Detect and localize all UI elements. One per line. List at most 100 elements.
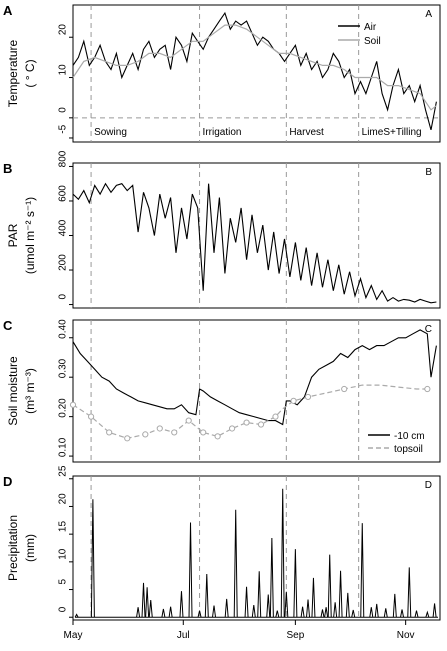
series-marker — [290, 397, 297, 404]
precip-bar — [400, 609, 405, 618]
y-tick-label: 20 — [58, 493, 69, 505]
series-line — [72, 329, 437, 426]
panel-corner-label: C — [425, 324, 432, 335]
precip-bar — [161, 608, 166, 618]
precip-bar — [136, 607, 141, 618]
y-tick-label: 0 — [58, 107, 69, 113]
series-marker — [272, 413, 279, 420]
series-marker — [341, 385, 348, 393]
precip-bar — [204, 574, 209, 618]
panel-corner-label: A — [425, 9, 432, 20]
panel-C: 0.10 0.20 0.30 0.40 Soil moisture (m³ m⁻³) C C -… — [3, 318, 441, 463]
precip-bar — [351, 609, 356, 618]
y-tick-label: 25 — [58, 465, 69, 477]
precip-bar — [148, 600, 153, 618]
y-axis-title: Temperature — [6, 39, 20, 107]
y-tick-label: 5 — [58, 579, 69, 585]
precip-bar — [280, 488, 285, 618]
precip-bar — [414, 610, 419, 618]
precip-bar — [251, 604, 256, 618]
plot-frame — [72, 4, 441, 143]
panel-letter: C — [3, 318, 13, 333]
series-marker — [142, 431, 149, 438]
series-marker — [171, 429, 178, 436]
x-tick-label: May — [64, 630, 83, 641]
precip-bar — [179, 591, 184, 618]
y-tick-label: 0 — [58, 294, 69, 300]
plot-frame — [72, 319, 441, 463]
precip-bar — [327, 554, 332, 618]
precip-bar — [224, 598, 229, 618]
precip-bar — [425, 610, 430, 618]
precip-bar — [432, 603, 437, 618]
panel-corner-label: D — [425, 480, 432, 491]
y-axis-title: PAR — [6, 223, 20, 247]
panel-D: 0 5 10 15 20 25 Precipitation (mm) D D — [3, 465, 441, 621]
legend-label: Air — [364, 22, 377, 33]
legend-label: topsoil — [394, 444, 423, 455]
y-tick-label: 10 — [58, 64, 69, 76]
event-label: Irrigation — [203, 127, 242, 138]
precip-bar — [74, 613, 79, 618]
precip-bar — [257, 571, 262, 618]
y-tick-label: 0.40 — [58, 319, 69, 339]
series-marker — [185, 417, 192, 424]
plot-frame — [72, 162, 441, 309]
precip-bar — [197, 610, 202, 618]
panel-letter: B — [3, 161, 12, 176]
precip-bar — [320, 609, 325, 618]
event-label: Sowing — [94, 127, 127, 138]
y-tick-label: 0.20 — [58, 398, 69, 418]
precip-bar — [188, 522, 193, 618]
y-axis-title: Soil moisture — [6, 356, 20, 426]
legend-label: Soil — [364, 36, 381, 47]
y-tick-label: 0.30 — [58, 358, 69, 378]
series-marker — [228, 425, 236, 432]
series-marker — [156, 425, 163, 432]
series-line — [72, 11, 437, 131]
precip-bar — [374, 603, 379, 618]
series-line — [72, 182, 437, 304]
y-tick-label: 15 — [58, 521, 69, 533]
series-marker — [304, 393, 312, 401]
panel-B: 0 200 400 600 800 PAR (umol m⁻² s⁻¹) B B — [3, 150, 441, 309]
precip-bar — [212, 605, 217, 618]
legend-label: -10 cm — [394, 431, 425, 442]
series-marker — [424, 385, 431, 393]
panel-corner-label: B — [425, 167, 432, 178]
x-tick-label: Sep — [286, 630, 304, 641]
series-marker — [87, 413, 95, 420]
precip-bar — [244, 586, 249, 618]
precip-bar — [145, 587, 150, 618]
precip-bar — [324, 607, 329, 618]
precip-bar — [168, 606, 173, 618]
series-marker — [214, 433, 221, 440]
y-tick-label: 10 — [58, 548, 69, 560]
series-line — [72, 24, 437, 111]
y-tick-label: 0 — [58, 606, 69, 612]
y-tick-label: 600 — [58, 185, 69, 202]
precip-bar — [369, 607, 374, 618]
precip-bar — [311, 577, 316, 618]
y-axis-unit: (m³ m⁻³) — [23, 368, 37, 414]
y-axis-title: Precipitation — [6, 515, 20, 581]
y-axis-unit: ( ° C) — [23, 59, 37, 87]
series-line — [72, 384, 428, 439]
y-tick-label: 800 — [58, 150, 69, 167]
precip-bar — [345, 592, 350, 618]
precip-bar — [269, 538, 274, 618]
series-marker — [106, 429, 113, 436]
precip-bar — [306, 599, 311, 618]
series-marker — [200, 429, 207, 436]
series-marker — [257, 421, 265, 428]
x-tick-label: Jul — [177, 630, 190, 641]
y-tick-label: 20 — [58, 24, 69, 36]
series-marker — [124, 435, 131, 442]
y-axis-unit: (umol m⁻² s⁻¹) — [23, 197, 37, 274]
event-label: Harvest — [289, 127, 324, 138]
x-tick-label: Nov — [397, 630, 415, 641]
y-tick-label: 200 — [58, 254, 69, 271]
precip-bar — [141, 582, 146, 618]
precip-bar — [392, 593, 397, 618]
